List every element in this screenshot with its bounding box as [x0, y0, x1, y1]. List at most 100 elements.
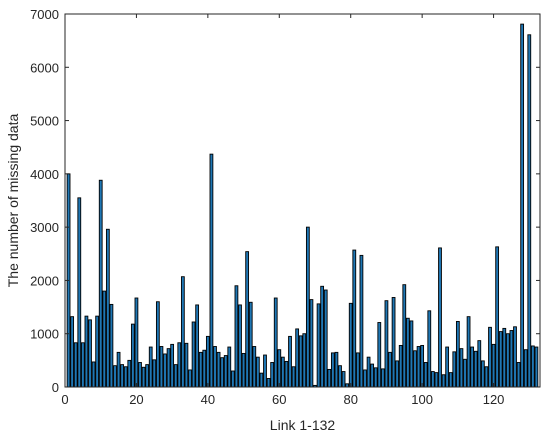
bar-link-55 — [259, 372, 264, 388]
bar-link-46 — [227, 346, 232, 388]
bar-link-37 — [195, 304, 200, 388]
bar-link-66 — [298, 335, 303, 388]
bar-link-124 — [505, 333, 510, 388]
bar-link-120 — [491, 343, 496, 388]
bar-link-112 — [463, 358, 467, 388]
y-tick-label: 6000 — [30, 60, 59, 75]
bar-link-69 — [309, 299, 314, 388]
bar-link-28 — [163, 353, 167, 388]
y-tick-label: 0 — [52, 380, 59, 395]
x-tick-label: 100 — [411, 392, 433, 407]
bar-link-3 — [73, 342, 78, 388]
y-tick-label: 4000 — [30, 167, 59, 182]
x-tick-label: 80 — [343, 392, 357, 407]
bar-link-41 — [209, 153, 214, 388]
bar-link-115 — [473, 350, 478, 388]
bar-link-58 — [270, 362, 275, 388]
bar-link-50 — [241, 352, 246, 388]
bar-link-48 — [234, 285, 239, 388]
bar-link-11 — [102, 290, 107, 388]
bar-link-6 — [84, 315, 89, 388]
bar-link-94 — [398, 344, 403, 388]
bar-link-91 — [388, 351, 392, 388]
bar-link-53 — [252, 346, 257, 388]
bar-link-131 — [530, 345, 535, 388]
y-tick-label: 3000 — [30, 220, 59, 235]
bar-link-17 — [123, 366, 128, 388]
x-tick-label: 120 — [483, 392, 505, 407]
bar-link-104 — [434, 372, 439, 388]
x-tick-label: 40 — [201, 392, 215, 407]
bar-link-98 — [413, 350, 417, 388]
bar-link-93 — [395, 360, 400, 388]
bar-link-121 — [495, 246, 500, 388]
bar-link-103 — [430, 371, 435, 388]
x-axis-title: Link 1-132 — [270, 417, 336, 433]
bar-link-35 — [188, 369, 192, 388]
bar-link-25 — [152, 359, 157, 388]
bar-link-122 — [498, 331, 503, 388]
bar-link-24 — [148, 346, 153, 388]
bar-link-132 — [534, 346, 539, 388]
bar-link-118 — [484, 366, 489, 388]
bar-link-129 — [523, 349, 528, 388]
bar-link-126 — [513, 326, 517, 388]
bar-link-59 — [273, 297, 278, 388]
bar-link-49 — [238, 304, 242, 388]
bar-link-71 — [316, 303, 321, 388]
y-tick-label: 7000 — [30, 7, 59, 22]
bar-link-27 — [159, 346, 164, 388]
bar-link-12 — [105, 228, 110, 388]
x-tick-label: 20 — [129, 392, 143, 407]
bar-link-111 — [459, 348, 464, 388]
bar-link-52 — [248, 301, 253, 388]
y-tick-label: 5000 — [30, 114, 59, 129]
bar-link-57 — [266, 378, 271, 388]
bar-link-83 — [359, 254, 364, 388]
y-tick-label: 1000 — [30, 327, 59, 342]
bar-link-113 — [466, 316, 471, 388]
bar-link-64 — [291, 366, 296, 388]
bar-link-42 — [213, 346, 217, 388]
bar-link-92 — [391, 297, 396, 388]
bar-link-105 — [438, 247, 442, 388]
bar-link-62 — [284, 360, 289, 388]
bar-link-117 — [480, 360, 485, 388]
bar-link-108 — [448, 372, 453, 388]
bar-link-43 — [216, 351, 221, 388]
bar-link-63 — [288, 335, 292, 388]
bar-link-100 — [420, 344, 425, 388]
bar-link-107 — [445, 346, 450, 388]
bar-link-82 — [355, 352, 360, 388]
bar-link-101 — [423, 362, 428, 388]
bar-link-128 — [520, 23, 525, 388]
ticks-layer: 0 20 40 60 80 100 120 0 1000 2000 3000 4000 5000 6000… — [30, 7, 540, 407]
bar-link-88 — [377, 322, 382, 388]
y-axis-title: The number of missing data — [5, 114, 21, 288]
bar-link-110 — [455, 321, 460, 388]
bar-link-15 — [116, 351, 121, 388]
bar-link-75 — [330, 352, 335, 388]
bar-link-96 — [405, 317, 410, 388]
bar-link-51 — [245, 251, 250, 388]
bar-link-19 — [130, 323, 135, 388]
bar-link-31 — [173, 364, 178, 388]
bar-link-89 — [380, 368, 385, 388]
bar-link-77 — [338, 365, 342, 388]
bar-link-76 — [334, 351, 339, 388]
bar-link-119 — [488, 326, 492, 388]
bar-link-68 — [305, 226, 310, 388]
bar-link-36 — [191, 321, 196, 388]
bar-link-32 — [177, 342, 182, 388]
bar-link-38 — [198, 351, 203, 388]
bar-link-29 — [166, 348, 171, 388]
bar-link-20 — [134, 297, 139, 388]
bar-link-95 — [402, 284, 407, 388]
bar-link-21 — [138, 362, 142, 388]
bar-link-80 — [348, 302, 353, 388]
bar-link-13 — [109, 303, 114, 388]
bar-link-127 — [516, 362, 521, 388]
bar-link-23 — [145, 364, 150, 388]
bar-link-84 — [363, 369, 367, 388]
